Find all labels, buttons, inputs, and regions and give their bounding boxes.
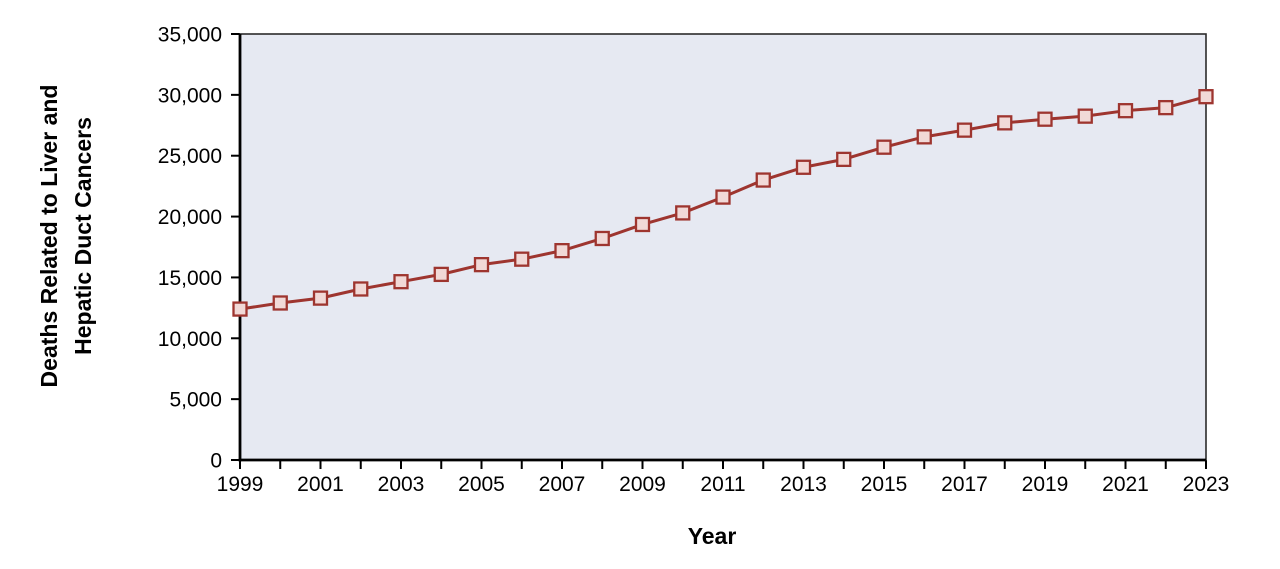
x-tick-label: 2023 [1183,473,1230,496]
data-point-2013 [795,159,812,175]
x-tick-label: 2015 [861,473,908,496]
data-point-2016 [916,129,932,145]
x-tick-label: 2007 [539,473,586,496]
x-tick-label: 2019 [1022,473,1069,496]
y-axis-title-line-1: Deaths Related to Liver and [36,85,62,388]
data-point-2023 [1198,89,1214,105]
x-tick-label: 2017 [941,473,988,496]
data-point-2020 [1077,108,1093,124]
data-point-2009 [634,216,651,233]
y-tick-label: 25,000 [158,145,222,168]
data-point-2002 [353,281,369,297]
x-axis-title: Year [688,523,737,549]
y-tick-label: 20,000 [158,206,222,229]
data-point-2000 [272,295,288,311]
data-point-2019 [1037,111,1053,127]
data-point-2014 [836,151,852,168]
y-tick-label: 35,000 [158,24,222,47]
data-point-2015 [876,139,892,155]
y-axis-title-line-2: Hepatic Duct Cancers [70,117,96,355]
data-point-2005 [473,256,490,273]
x-tick-label: 2005 [458,473,505,496]
data-point-2011 [715,189,731,205]
x-tick-label: 2003 [378,473,425,496]
data-point-2003 [393,274,409,290]
data-point-2001 [312,290,329,306]
x-tick-label: 2013 [780,473,827,496]
data-point-2006 [514,251,530,267]
data-point-2004 [433,266,449,283]
chart-generated-layer: 0 5,000 10,000 15,000 20,000 25,000 30,000 35,0… [158,24,1230,497]
y-tick-label: 30,000 [158,84,222,107]
data-point-2022 [1158,99,1174,116]
y-tick-label: 5,000 [169,389,222,412]
data-point-2021 [1117,103,1134,119]
y-tick-label: 15,000 [158,267,222,290]
x-tick-label: 2011 [700,473,745,496]
data-point-2007 [554,243,570,259]
data-point-2017 [956,122,973,138]
data-point-2010 [675,205,691,221]
x-tick-label: 2009 [619,473,666,496]
x-tick-label: 2001 [297,473,344,496]
x-tick-label: 2021 [1102,473,1149,496]
data-point-2008 [594,230,610,247]
data-point-2018 [997,115,1013,131]
y-tick-label: 10,000 [158,328,222,351]
x-tick-label: 1999 [217,473,264,496]
data-point-2012 [755,172,771,188]
data-point-1999 [232,301,248,317]
plot-area [240,34,1206,460]
y-tick-label: 0 [210,450,222,473]
